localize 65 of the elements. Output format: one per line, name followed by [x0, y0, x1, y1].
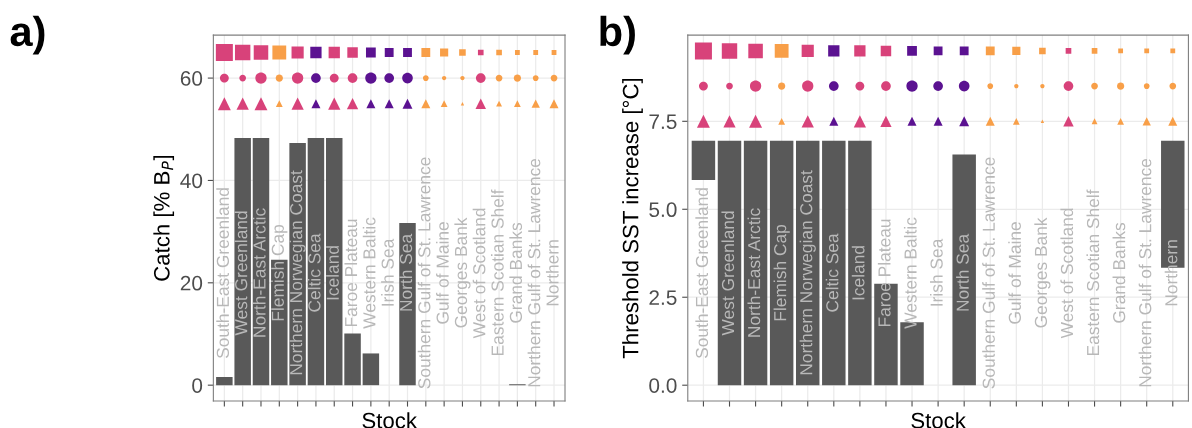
- y-tick-label: 7.5: [649, 114, 677, 130]
- category-label: Irish Sea: [381, 238, 394, 306]
- category-label: West of Scotland: [472, 208, 486, 339]
- chart-title: a): [10, 15, 45, 55]
- category-label: Grand Banks: [1112, 222, 1126, 323]
- bar: [769, 140, 794, 386]
- y-axis-title: Threshold SST increase [°C]: [622, 78, 643, 359]
- category-label: North Sea: [399, 233, 413, 311]
- category-label: Northern Gulf of St. Lawrence: [1138, 158, 1152, 387]
- category-label: Western Baltic: [903, 217, 917, 329]
- category-label: Georges Bank: [454, 217, 471, 328]
- category-label: Iceland: [326, 246, 339, 300]
- bar: [874, 283, 898, 386]
- x-axis-title: Stock: [911, 412, 966, 428]
- y-tick-label: 40: [180, 173, 203, 189]
- category-label: Flemish Cap: [271, 224, 288, 321]
- category-label: Faroe Plateau: [344, 219, 358, 327]
- category-label: North Sea: [956, 233, 969, 311]
- category-label: South-East Greenland: [695, 188, 709, 359]
- category-label: Faroe Plateau: [877, 219, 891, 327]
- category-label: North-East Arctic: [747, 208, 761, 337]
- category-label: Western Baltic: [362, 217, 376, 329]
- bar: [326, 137, 343, 386]
- bar: [743, 140, 768, 386]
- y-tick-label: 5.0: [649, 202, 677, 218]
- category-label: Eastern Scotian Shelf: [490, 189, 504, 356]
- y-axis-title: Catch [% B$_{P}$]: [153, 155, 175, 281]
- category-label: Flemish Cap: [773, 224, 790, 321]
- category-label: Georges Bank: [1034, 217, 1051, 328]
- y-tick-label: 20: [180, 275, 203, 291]
- category-label: Southern Gulf of St. Lawrence: [417, 157, 431, 389]
- x-axis-title: Stock: [362, 412, 418, 428]
- category-label: Grand Banks: [509, 222, 523, 323]
- category-label: Iceland: [851, 246, 865, 300]
- bar: [362, 353, 380, 386]
- category-label: Eastern Scotian Shelf: [1086, 189, 1100, 356]
- category-label: Northern Norwegian Coast: [799, 170, 816, 375]
- bar: [952, 154, 976, 386]
- category-label: Celtic Sea: [307, 233, 321, 312]
- y-tick-label: 0.0: [649, 378, 677, 393]
- bar: [307, 137, 325, 386]
- category-label: Northern: [545, 240, 559, 306]
- category-label: Irish Sea: [930, 238, 943, 306]
- category-label: West Greenland: [234, 211, 248, 336]
- category-label: West Greenland: [721, 211, 735, 336]
- category-label: North-East Arctic: [252, 208, 266, 337]
- category-label: Northern Norwegian Coast: [289, 170, 306, 375]
- category-label: West of Scotland: [1060, 208, 1074, 339]
- category-label: Gulf of Maine: [1008, 222, 1021, 324]
- bar: [691, 140, 716, 181]
- y-tick-label: 0: [192, 378, 203, 393]
- bar: [344, 333, 361, 386]
- category-label: South-East Greenland: [216, 188, 230, 359]
- category-label: Southern Gulf of St. Lawrence: [982, 157, 995, 389]
- bar: [399, 222, 416, 386]
- bar: [822, 140, 846, 386]
- category-label: Northern Gulf of St. Lawrence: [527, 158, 541, 387]
- y-tick-label: 2.5: [649, 290, 677, 305]
- bar: [717, 140, 742, 386]
- chart-title: b): [600, 15, 635, 55]
- category-label: Celtic Sea: [825, 233, 839, 312]
- category-label: Gulf of Maine: [436, 222, 449, 324]
- y-tick-label: 60: [180, 71, 203, 86]
- category-label: Northern: [1164, 240, 1178, 306]
- bar: [848, 140, 872, 386]
